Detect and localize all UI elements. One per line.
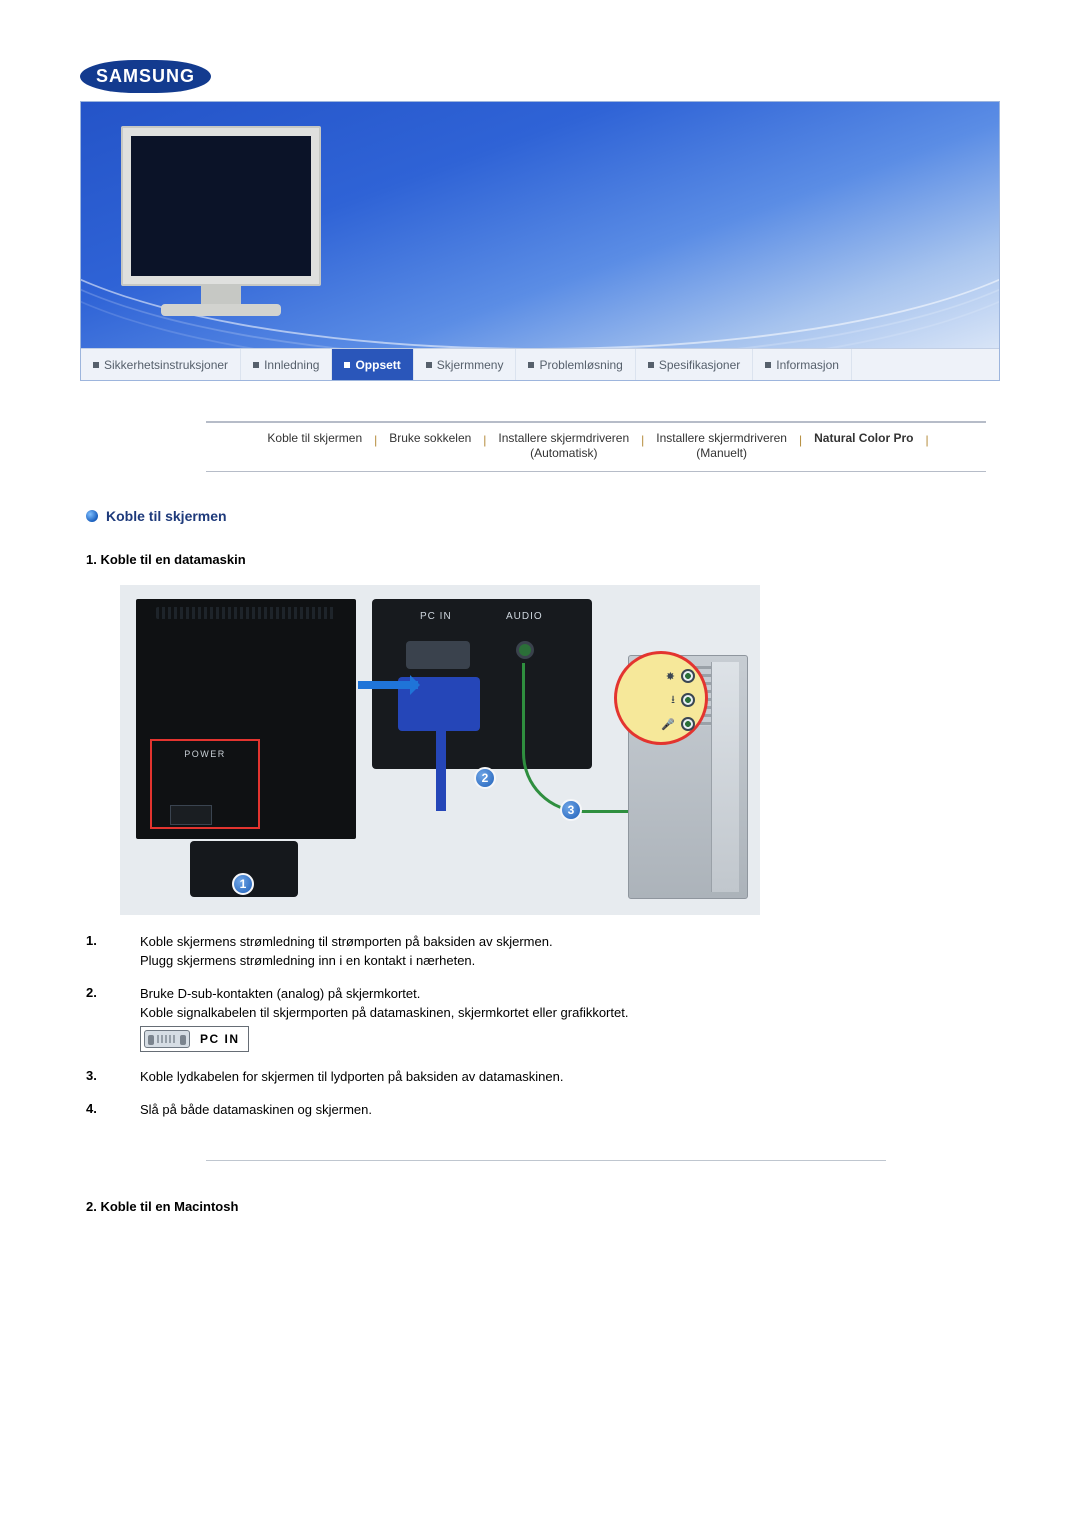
- subnav-use-stand[interactable]: Bruke sokkelen: [385, 431, 475, 461]
- tab-introduction[interactable]: Innledning: [241, 349, 332, 380]
- diagram-audio-port: [516, 641, 534, 659]
- tab-label: Skjermmeny: [437, 358, 504, 372]
- diagram-vga-cable: [436, 731, 446, 811]
- diagram-audio-highlight-ring: ✸ ⭳ 🎤: [614, 651, 708, 745]
- subnav-sublabel: (Automatisk): [498, 446, 629, 461]
- tab-label: Informasjon: [776, 358, 839, 372]
- tab-osd[interactable]: Skjermmeny: [414, 349, 517, 380]
- brand-logo-text: SAMSUNG: [80, 60, 211, 93]
- step-number: 2.: [86, 985, 104, 1000]
- subnav-label: Installere skjermdriveren: [656, 431, 787, 446]
- diagram-marker-1: 1: [232, 873, 254, 895]
- step-row: 4. Slå på både datamaskinen og skjermen.: [86, 1101, 1000, 1120]
- subnav-connect-monitor[interactable]: Koble til skjermen: [263, 431, 366, 461]
- tab-bullet-icon: [528, 362, 534, 368]
- vga-port-icon: [144, 1030, 190, 1048]
- diagram-audio-jack: ⭳: [641, 692, 695, 708]
- subheading-pc: 1. Koble til en datamaskin: [86, 552, 1000, 567]
- page: SAMSUNG Sikkerhetsinstruksjoner Innledni…: [0, 0, 1080, 1292]
- primary-tabbar: Sikkerhetsinstruksjoner Innledning Oppse…: [81, 348, 999, 380]
- tab-troubleshoot[interactable]: Problemløsning: [516, 349, 635, 380]
- connection-diagram: POWER 1 PC IN AUDIO 2 3 ✸ ⭳ 🎤: [120, 585, 760, 915]
- subnav-sublabel: (Manuelt): [656, 446, 787, 461]
- step-text: Plugg skjermens strømledning inn i en ko…: [140, 952, 1000, 971]
- diagram-pcin-label: PC IN: [420, 611, 452, 622]
- brand-logo: SAMSUNG: [80, 60, 1000, 93]
- diagram-arrow-icon: [358, 681, 418, 689]
- pcin-badge-label: PC IN: [200, 1031, 240, 1048]
- tab-label: Innledning: [264, 358, 319, 372]
- steps-list: 1. Koble skjermens strømledning til strø…: [86, 933, 1000, 1120]
- tab-specs[interactable]: Spesifikasjoner: [636, 349, 753, 380]
- step-body: Bruke D-sub-kontakten (analog) på skjerm…: [140, 985, 1000, 1055]
- hero-banner: Sikkerhetsinstruksjoner Innledning Oppse…: [80, 101, 1000, 381]
- diagram-audio-label: AUDIO: [506, 611, 543, 622]
- step-text: Koble signalkabelen til skjermporten på …: [140, 1004, 1000, 1023]
- divider: [206, 1160, 886, 1161]
- tab-label: Oppsett: [355, 358, 400, 372]
- tab-bullet-icon: [344, 362, 350, 368]
- subnav-natural-color-pro[interactable]: Natural Color Pro: [810, 431, 917, 461]
- subnav-separator: |: [641, 431, 644, 447]
- diagram-monitor-back: POWER: [136, 599, 356, 839]
- subnav-label: Koble til skjermen: [267, 431, 362, 446]
- step-row: 3. Koble lydkabelen for skjermen til lyd…: [86, 1068, 1000, 1087]
- step-text: Slå på både datamaskinen og skjermen.: [140, 1101, 1000, 1120]
- subnav-driver-manual[interactable]: Installere skjermdriveren (Manuelt): [652, 431, 791, 461]
- diagram-power-socket: [170, 805, 212, 825]
- monitor-base: [161, 304, 281, 316]
- step-body: Slå på både datamaskinen og skjermen.: [140, 1101, 1000, 1120]
- step-number: 1.: [86, 933, 104, 948]
- tab-label: Problemløsning: [539, 358, 622, 372]
- subnav-label: Bruke sokkelen: [389, 431, 471, 446]
- tab-label: Sikkerhetsinstruksjoner: [104, 358, 228, 372]
- step-row: 1. Koble skjermens strømledning til strø…: [86, 933, 1000, 971]
- bullet-icon: [86, 510, 98, 522]
- tab-bullet-icon: [426, 362, 432, 368]
- diagram-audio-jack: ✸: [641, 668, 695, 684]
- diagram-power-label: POWER: [152, 749, 258, 759]
- diagram-marker-3: 3: [560, 799, 582, 821]
- tab-bullet-icon: [765, 362, 771, 368]
- step-row: 2. Bruke D-sub-kontakten (analog) på skj…: [86, 985, 1000, 1055]
- section-title: Koble til skjermen: [106, 508, 227, 524]
- tab-safety[interactable]: Sikkerhetsinstruksjoner: [81, 349, 241, 380]
- sub-navigation: Koble til skjermen | Bruke sokkelen | In…: [206, 421, 986, 472]
- subnav-separator: |: [799, 431, 802, 447]
- diagram-audio-jack: 🎤: [641, 716, 695, 732]
- tab-label: Spesifikasjoner: [659, 358, 740, 372]
- subnav-separator: |: [483, 431, 486, 447]
- step-text: Koble lydkabelen for skjermen til lydpor…: [140, 1068, 1000, 1087]
- diagram-marker-2: 2: [474, 767, 496, 789]
- monitor-frame: [121, 126, 321, 286]
- step-number: 4.: [86, 1101, 104, 1116]
- subnav-label: Natural Color Pro: [814, 431, 913, 446]
- subnav-driver-auto[interactable]: Installere skjermdriveren (Automatisk): [494, 431, 633, 461]
- tab-info[interactable]: Informasjon: [753, 349, 852, 380]
- monitor-screen: [131, 136, 311, 276]
- subnav-separator: |: [374, 431, 377, 447]
- pcin-badge: PC IN: [140, 1026, 249, 1052]
- step-text: Bruke D-sub-kontakten (analog) på skjerm…: [140, 985, 1000, 1004]
- subnav-label: Installere skjermdriveren: [498, 431, 629, 446]
- tab-bullet-icon: [253, 362, 259, 368]
- diagram-monitor-vents: [156, 607, 336, 619]
- diagram-vga-port: [406, 641, 470, 669]
- diagram-tower-front: [711, 662, 739, 892]
- step-body: Koble skjermens strømledning til strømpo…: [140, 933, 1000, 971]
- tab-setup[interactable]: Oppsett: [332, 349, 413, 380]
- step-body: Koble lydkabelen for skjermen til lydpor…: [140, 1068, 1000, 1087]
- section-heading-row: Koble til skjermen: [86, 508, 1000, 524]
- subheading-mac: 2. Koble til en Macintosh: [86, 1199, 1000, 1214]
- hero-monitor-illustration: [121, 126, 321, 316]
- monitor-neck: [201, 286, 241, 304]
- step-text: Koble skjermens strømledning til strømpo…: [140, 933, 1000, 952]
- step-number: 3.: [86, 1068, 104, 1083]
- tab-bullet-icon: [648, 362, 654, 368]
- subnav-separator: |: [925, 431, 928, 447]
- tab-bullet-icon: [93, 362, 99, 368]
